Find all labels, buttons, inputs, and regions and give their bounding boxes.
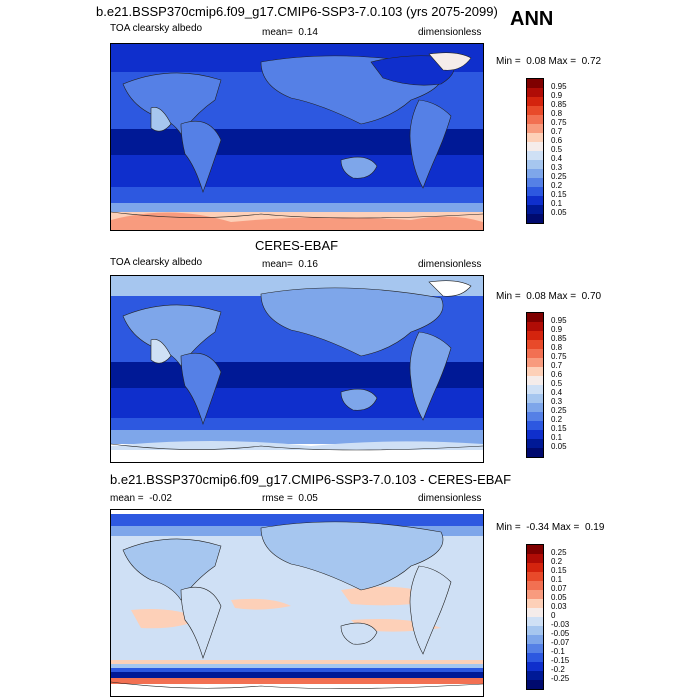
- panel2-colorbar-tick: 0.95: [551, 316, 567, 325]
- panel1-colorbar-tick: 0.8: [551, 109, 563, 118]
- panel1-colorbar-tick: 0.4: [551, 154, 563, 163]
- panel1-mean: mean= 0.14: [262, 27, 318, 38]
- panel2-colorbar-tick: 0.7: [551, 361, 563, 370]
- panel2-colorbar: [526, 312, 544, 458]
- panel3-colorbar-tick: -0.2: [551, 665, 565, 674]
- panel1-colorbar-tick: 0.05: [551, 208, 567, 217]
- panel1-colorbar-tick: 0.7: [551, 127, 563, 136]
- panel1-colorbar-tick: 0.2: [551, 181, 563, 190]
- panel3-minmax: Min = -0.34 Max = 0.19: [496, 522, 605, 533]
- panel3-colorbar-tick: 0.05: [551, 593, 567, 602]
- panel1-colorbar-tick: 0.75: [551, 118, 567, 127]
- panel3-colorbar-tick: -0.03: [551, 620, 570, 629]
- panel1-colorbar-tick: 0.25: [551, 172, 567, 181]
- panel3-rmse: rmse = 0.05: [262, 493, 318, 504]
- panel3-title: b.e21.BSSP370cmip6.f09_g17.CMIP6-SSP3-7.…: [110, 472, 512, 487]
- panel2-title: CERES-EBAF: [255, 238, 339, 253]
- panel2-colorbar-tick: 0.15: [551, 424, 567, 433]
- panel1-variable: TOA clearsky albedo: [110, 23, 203, 34]
- panel1-colorbar: [526, 78, 544, 224]
- panel1-colorbar-tick: 0.9: [551, 91, 563, 100]
- panel3-map: [110, 509, 484, 697]
- panel2-colorbar-tick: 0.9: [551, 325, 563, 334]
- figure-title: b.e21.BSSP370cmip6.f09_g17.CMIP6-SSP3-7.…: [96, 4, 498, 19]
- panel3-colorbar-tick: -0.07: [551, 638, 570, 647]
- panel3-colorbar-tick: -0.25: [551, 674, 570, 683]
- panel1-colorbar-tick: 0.95: [551, 82, 567, 91]
- panel3-units: dimensionless: [418, 493, 482, 504]
- panel1-colorbar-tick: 0.85: [551, 100, 567, 109]
- panel1-units: dimensionless: [418, 27, 482, 38]
- panel3-colorbar-tick: 0.03: [551, 602, 567, 611]
- panel2-map: [110, 275, 484, 463]
- panel2-colorbar-tick: 0.5: [551, 379, 563, 388]
- panel2-colorbar-tick: 0.2: [551, 415, 563, 424]
- panel3-colorbar-tick: -0.1: [551, 647, 565, 656]
- panel3-map-svg: [111, 510, 483, 696]
- season-label: ANN: [510, 8, 554, 30]
- panel2-colorbar-tick: 0.3: [551, 397, 563, 406]
- panel2-colorbar-tick: 0.25: [551, 406, 567, 415]
- panel2-map-svg: [111, 276, 483, 462]
- panel1-colorbar-tick: 0.15: [551, 190, 567, 199]
- panel3-colorbar-tick: 0.25: [551, 548, 567, 557]
- panel2-units: dimensionless: [418, 259, 482, 270]
- panel3-colorbar-tick: 0.1: [551, 575, 563, 584]
- panel2-colorbar-tick: 0.6: [551, 370, 563, 379]
- panel3-colorbar-tick: -0.15: [551, 656, 570, 665]
- panel3-colorbar-tick: 0: [551, 611, 556, 620]
- panel1-map: [110, 43, 484, 231]
- panel2-colorbar-tick: 0.05: [551, 442, 567, 451]
- panel2-colorbar-tick: 0.85: [551, 334, 567, 343]
- panel1-colorbar-tick: 0.3: [551, 163, 563, 172]
- panel2-colorbar-tick: 0.8: [551, 343, 563, 352]
- panel1-colorbar-tick: 0.6: [551, 136, 563, 145]
- panel1-map-svg: [111, 44, 483, 230]
- panel3-mean: mean = -0.02: [110, 493, 172, 504]
- panel1-colorbar-tick: 0.1: [551, 199, 563, 208]
- panel3-colorbar-tick: 0.2: [551, 557, 563, 566]
- panel2-colorbar-tick: 0.1: [551, 433, 563, 442]
- panel3-colorbar-tick: -0.05: [551, 629, 570, 638]
- panel1-colorbar-tick: 0.5: [551, 145, 563, 154]
- panel3-colorbar-tick: 0.15: [551, 566, 567, 575]
- panel2-mean: mean= 0.16: [262, 259, 318, 270]
- panel2-minmax: Min = 0.08 Max = 0.70: [496, 291, 602, 302]
- panel2-colorbar-tick: 0.75: [551, 352, 567, 361]
- panel2-variable: TOA clearsky albedo: [110, 257, 203, 268]
- panel2-colorbar-tick: 0.4: [551, 388, 563, 397]
- panel3-colorbar: [526, 544, 544, 690]
- panel1-minmax: Min = 0.08 Max = 0.72: [496, 56, 602, 67]
- panel3-colorbar-tick: 0.07: [551, 584, 567, 593]
